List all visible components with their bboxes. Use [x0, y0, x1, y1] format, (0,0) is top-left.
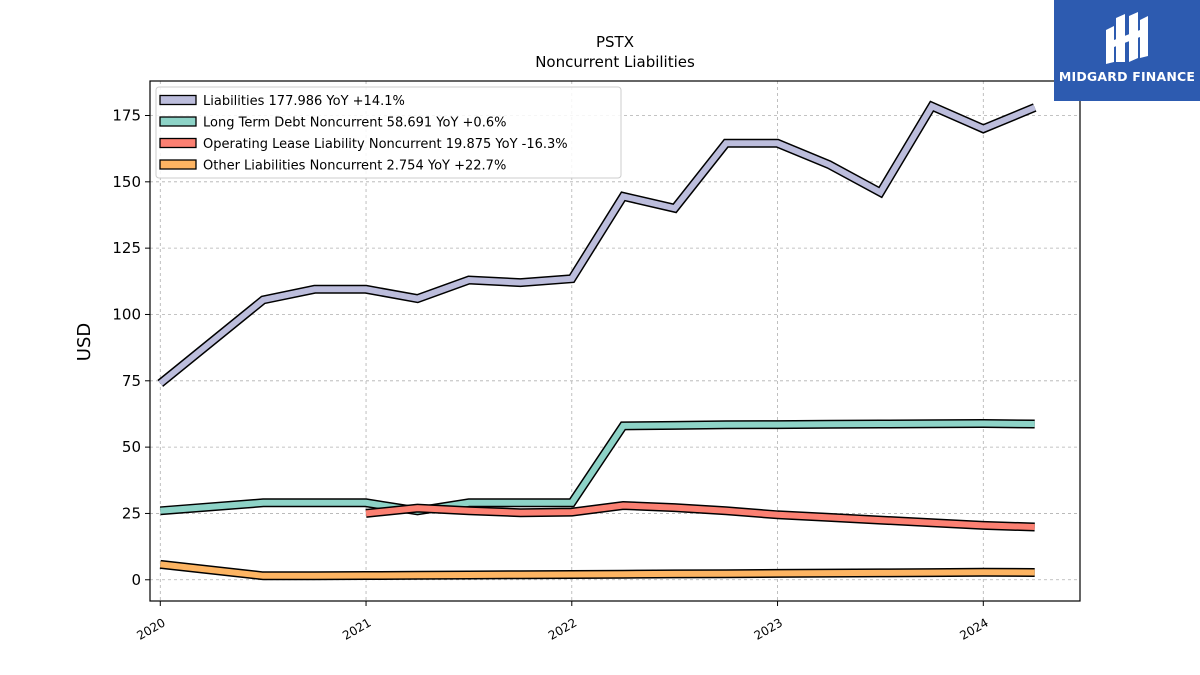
series-other-liabilities-noncurrent [159, 559, 1035, 581]
x-tick-label: 2024 [957, 615, 990, 642]
y-tick-label: 175 [112, 106, 141, 124]
x-tick-label: 2021 [340, 615, 373, 642]
x-tick-label: 2023 [752, 615, 785, 642]
series-line [158, 102, 1036, 386]
y-tick-label: 25 [122, 504, 141, 522]
series-long-term-debt-noncurrent [159, 418, 1035, 516]
legend-swatch [159, 116, 197, 127]
brand-logo: MIDGARD FINANCE [1054, 0, 1200, 101]
y-axis-label: USD [74, 323, 95, 361]
series-operating-lease-liability-noncurrent [365, 500, 1035, 532]
y-tick-label: 75 [122, 372, 141, 390]
series-line [365, 502, 1035, 530]
chart-subtitle: Noncurrent Liabilities [535, 53, 695, 71]
legend-swatch [159, 137, 197, 149]
legend-swatch [159, 159, 197, 170]
legend-entry: Long Term Debt Noncurrent 58.691 YoY +0.… [203, 116, 506, 131]
series-line [160, 420, 1035, 514]
x-tick-label: 2022 [546, 615, 579, 642]
y-tick-label: 50 [122, 438, 141, 456]
chart-title: PSTX [596, 33, 634, 51]
y-tick-label: 0 [131, 571, 141, 589]
brand-name: MIDGARD FINANCE [1058, 69, 1196, 84]
legend-entry: Operating Lease Liability Noncurrent 19.… [203, 137, 568, 152]
x-axis-ticks: 2020 2021 2022 2023 2024 [134, 601, 991, 643]
x-tick-label: 2020 [134, 615, 167, 642]
legend: Liabilities 177.986 YoY +14.1% Long Term … [155, 86, 622, 179]
series-lines [157, 100, 1037, 581]
legend-entry: Liabilities 177.986 YoY +14.1% [203, 94, 405, 109]
y-tick-label: 100 [112, 305, 141, 323]
series-liabilities [157, 100, 1037, 387]
plot-frame [149, 80, 1081, 602]
series-line [159, 561, 1035, 579]
y-axis-ticks: 0 25 50 75 100 125 150 175 [112, 106, 150, 589]
brand-mark-icon [1106, 12, 1148, 64]
legend-entry: Other Liabilities Noncurrent 2.754 YoY +… [203, 159, 506, 174]
legend-box [155, 86, 622, 179]
legend-swatch [159, 94, 197, 106]
y-tick-label: 150 [112, 173, 141, 191]
y-tick-label: 125 [112, 239, 141, 257]
